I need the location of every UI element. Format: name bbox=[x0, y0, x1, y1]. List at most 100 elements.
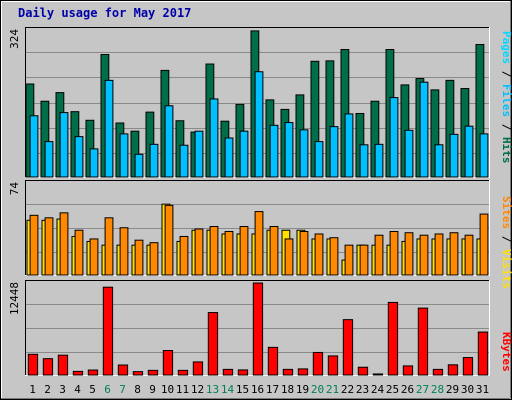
day-label-12: 12 bbox=[191, 383, 204, 396]
day-label-20: 20 bbox=[311, 383, 324, 396]
day-label-13: 13 bbox=[206, 383, 219, 396]
visits-bar-day-29 bbox=[449, 232, 459, 276]
kbytes-bar-day-26 bbox=[402, 365, 414, 376]
files-bar-day-19 bbox=[299, 129, 309, 178]
day-label-6: 6 bbox=[104, 383, 111, 396]
visits-bar-day-26 bbox=[404, 232, 414, 276]
visits-bar-day-2 bbox=[44, 217, 54, 276]
day-label-7: 7 bbox=[119, 383, 126, 396]
visits-bar-day-28 bbox=[434, 233, 444, 276]
visits-bar-day-11 bbox=[179, 235, 189, 276]
legend-kbytes: KBytes bbox=[500, 332, 512, 372]
day-label-22: 22 bbox=[341, 383, 354, 396]
kbytes-bar-day-9 bbox=[147, 369, 159, 376]
files-bar-day-25 bbox=[389, 97, 399, 178]
files-bar-day-28 bbox=[434, 144, 444, 178]
visits-bar-day-3 bbox=[59, 212, 69, 276]
kbytes-bar-day-3 bbox=[57, 354, 69, 376]
files-bar-day-20 bbox=[314, 141, 324, 178]
files-bar-day-27 bbox=[419, 81, 429, 178]
day-label-2: 2 bbox=[44, 383, 51, 396]
files-bar-day-11 bbox=[179, 144, 189, 178]
files-bar-day-1 bbox=[29, 115, 39, 178]
day-label-5: 5 bbox=[89, 383, 96, 396]
day-label-16: 16 bbox=[251, 383, 264, 396]
files-bar-day-8 bbox=[134, 153, 144, 178]
visits-bar-day-7 bbox=[119, 227, 129, 276]
visits-bar-day-30 bbox=[464, 234, 474, 276]
kbytes-bar-day-7 bbox=[117, 364, 129, 376]
visits-bar-day-21 bbox=[329, 237, 339, 276]
kbytes-bar-day-31 bbox=[477, 331, 489, 376]
kbytes-bar-day-29 bbox=[447, 364, 459, 376]
visits-bar-day-22 bbox=[344, 244, 354, 276]
kbytes-bar-day-28 bbox=[432, 368, 444, 376]
day-label-31: 31 bbox=[476, 383, 489, 396]
day-label-3: 3 bbox=[59, 383, 66, 396]
day-label-11: 11 bbox=[176, 383, 189, 396]
kbytes-bar-day-4 bbox=[72, 370, 84, 376]
kbytes-bar-day-15 bbox=[237, 369, 249, 376]
kbytes-bar-day-13 bbox=[207, 312, 219, 376]
files-bar-day-31 bbox=[479, 133, 489, 178]
files-bar-day-15 bbox=[239, 130, 249, 178]
files-bar-day-7 bbox=[119, 133, 129, 178]
files-bar-day-30 bbox=[464, 125, 474, 178]
day-label-23: 23 bbox=[356, 383, 369, 396]
visits-bar-day-5 bbox=[89, 238, 99, 276]
visits-bar-day-20 bbox=[314, 233, 324, 276]
files-bar-day-14 bbox=[224, 137, 234, 178]
kbytes-bar-day-22 bbox=[342, 319, 354, 376]
files-bar-day-9 bbox=[149, 143, 159, 178]
visits-bar-day-13 bbox=[209, 226, 219, 276]
day-label-14: 14 bbox=[221, 383, 235, 396]
kbytes-bar-day-17 bbox=[267, 346, 279, 376]
visits-bar-day-9 bbox=[149, 242, 159, 276]
ymax-label-hits: 324 bbox=[8, 29, 21, 49]
kbytes-bar-day-2 bbox=[42, 358, 54, 376]
files-bar-day-3 bbox=[59, 112, 69, 178]
files-bar-day-21 bbox=[329, 126, 339, 178]
visits-bar-day-12 bbox=[194, 228, 204, 276]
kbytes-bar-day-8 bbox=[132, 371, 144, 376]
visits-bar-day-14 bbox=[224, 230, 234, 276]
visits-bar-day-15 bbox=[239, 226, 249, 276]
kbytes-bar-day-10 bbox=[162, 350, 174, 376]
kbytes-bar-day-11 bbox=[177, 369, 189, 376]
day-label-17: 17 bbox=[266, 383, 279, 396]
day-label-21: 21 bbox=[326, 383, 339, 396]
legend-hits-files-pages: Pages / Files / Hits bbox=[500, 31, 512, 164]
day-label-27: 27 bbox=[416, 383, 429, 396]
day-label-18: 18 bbox=[281, 383, 294, 396]
legend-sites-visits: Sites / Visits bbox=[500, 196, 512, 289]
kbytes-bar-day-14 bbox=[222, 368, 234, 376]
day-label-8: 8 bbox=[134, 383, 141, 396]
day-label-29: 29 bbox=[446, 383, 459, 396]
kbytes-bar-day-24 bbox=[372, 373, 384, 376]
files-bar-day-22 bbox=[344, 113, 354, 178]
kbytes-bar-day-12 bbox=[192, 361, 204, 376]
page-title: Daily usage for May 2017 bbox=[18, 6, 192, 20]
files-bar-day-26 bbox=[404, 129, 414, 178]
files-bar-day-29 bbox=[449, 133, 459, 178]
files-bar-day-12 bbox=[194, 130, 204, 178]
kbytes-bar-day-21 bbox=[327, 355, 339, 376]
day-label-28: 28 bbox=[431, 383, 444, 396]
kbytes-bar-day-6 bbox=[102, 286, 114, 376]
day-label-30: 30 bbox=[461, 383, 474, 396]
visits-bar-day-31 bbox=[479, 213, 489, 276]
day-label-26: 26 bbox=[401, 383, 414, 396]
files-bar-day-6 bbox=[104, 79, 114, 178]
visits-bar-day-24 bbox=[374, 234, 384, 276]
kbytes-bar-day-19 bbox=[297, 368, 309, 376]
visits-bar-day-10 bbox=[164, 204, 174, 276]
files-bar-day-13 bbox=[209, 98, 219, 178]
files-bar-day-4 bbox=[74, 136, 84, 178]
visits-bar-day-27 bbox=[419, 234, 429, 276]
visits-bar-day-25 bbox=[389, 230, 399, 276]
day-label-9: 9 bbox=[149, 383, 156, 396]
visits-bar-day-6 bbox=[104, 217, 114, 276]
files-bar-day-10 bbox=[164, 105, 174, 178]
visits-bar-day-18 bbox=[284, 238, 294, 276]
